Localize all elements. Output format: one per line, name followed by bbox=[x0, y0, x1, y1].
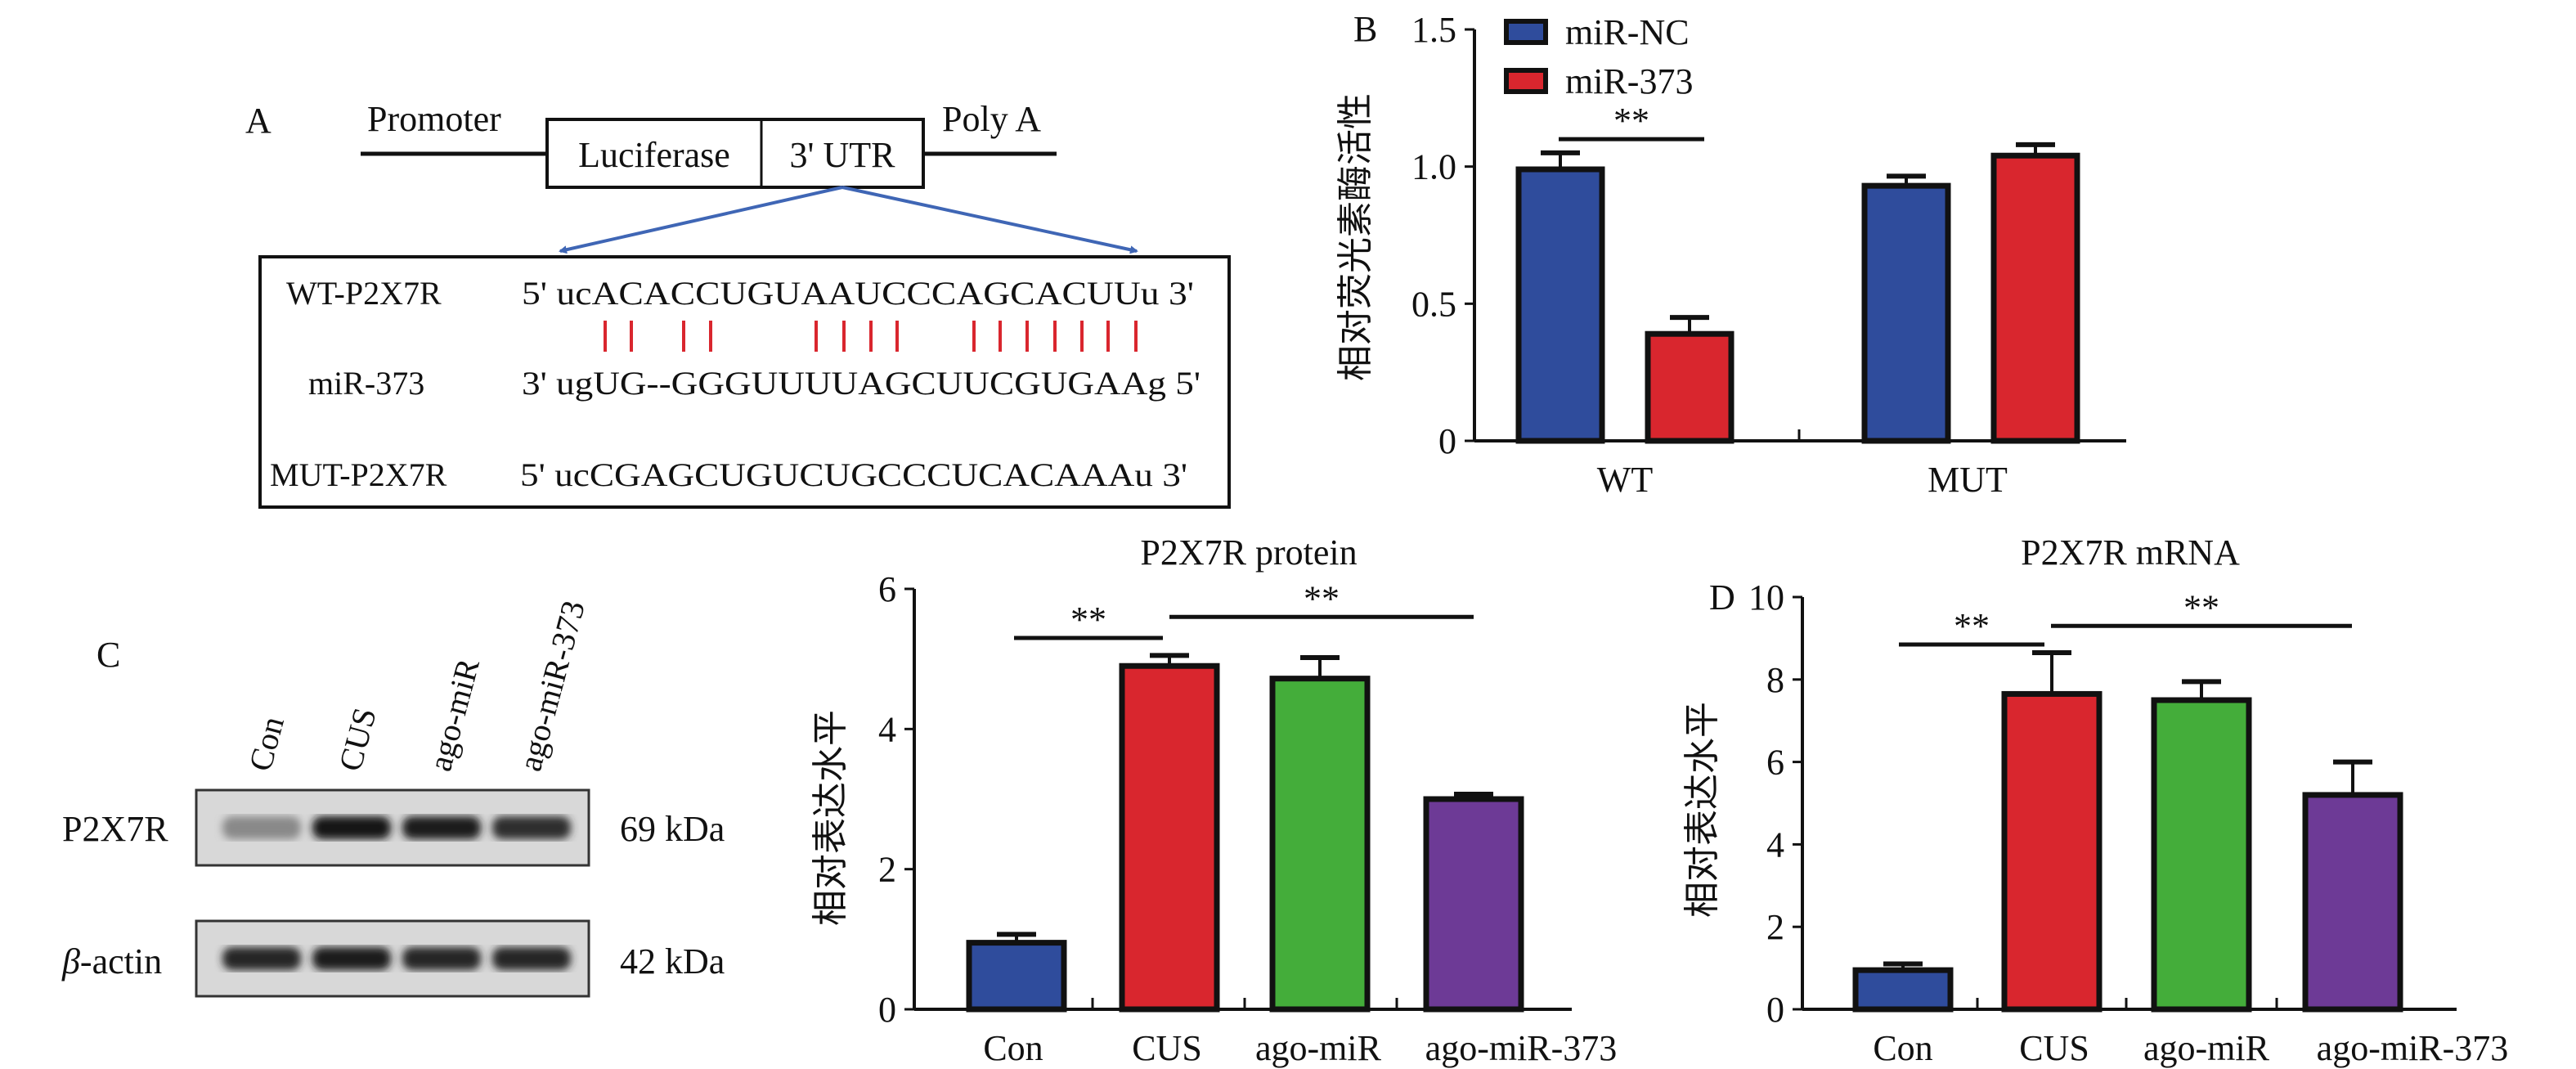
arrow-left-icon bbox=[559, 186, 843, 254]
wt-sequence: 5' ucACACCUGUAAUCCCAGCACUUu 3' bbox=[522, 275, 1194, 312]
panel-label: B bbox=[1353, 9, 1377, 49]
bar bbox=[1990, 152, 2080, 444]
x-tick-label: Con bbox=[983, 1028, 1043, 1068]
x-tick-label: Con bbox=[1873, 1028, 1932, 1068]
lane-labels: Con CUS ago-miR ago-miR-373 bbox=[241, 597, 592, 775]
base-pair-marks bbox=[604, 321, 1138, 352]
legend-swatch bbox=[1504, 68, 1548, 94]
y-tick-label: 6 bbox=[1766, 743, 1784, 783]
bar bbox=[1861, 182, 1951, 444]
x-tick-label: ago-miR bbox=[1255, 1028, 1382, 1068]
y-tick-label: 6 bbox=[878, 569, 896, 609]
beta-symbol: β bbox=[61, 941, 80, 981]
y-tick-label: 0 bbox=[878, 990, 896, 1030]
y-tick-label: 0.5 bbox=[1411, 284, 1456, 324]
significance-label: ** bbox=[1613, 101, 1649, 141]
blot-row-label-actin: β-actin bbox=[61, 941, 162, 981]
significance-label: ** bbox=[2183, 587, 2219, 627]
y-tick-label: 1.0 bbox=[1411, 147, 1456, 187]
significance-label: ** bbox=[1304, 578, 1340, 618]
lane-label: ago-miR bbox=[421, 654, 487, 775]
legend-label: miR-373 bbox=[1565, 61, 1693, 101]
x-tick-label: CUS bbox=[2019, 1028, 2089, 1068]
luciferase-label: Luciferase bbox=[578, 135, 730, 175]
bar bbox=[1852, 967, 1954, 1013]
panel-label-c: C bbox=[96, 635, 120, 675]
lane-label: Con bbox=[241, 712, 291, 775]
y-axis-label: 相对表达水平 bbox=[1681, 702, 1723, 918]
mir-sequence: 3' ugUG--GGGUUUUAGCUUCGUGAAg 5' bbox=[522, 365, 1200, 402]
bar bbox=[1119, 663, 1220, 1013]
y-tick-label: 2 bbox=[1766, 907, 1784, 947]
arrow-right-icon bbox=[841, 186, 1138, 254]
blot-band bbox=[222, 947, 301, 970]
mut-row-label: MUT-P2X7R bbox=[270, 456, 447, 493]
blot-row-label-p2x7r: P2X7R bbox=[62, 809, 168, 849]
bar bbox=[2302, 792, 2403, 1013]
y-tick-label: 4 bbox=[878, 709, 896, 749]
lane-label: ago-miR-373 bbox=[511, 597, 592, 775]
bar bbox=[1515, 166, 1605, 444]
chart-title: P2X7R protein bbox=[1140, 532, 1357, 573]
chart-d-mrna: 0 2 4 6 8 10 Con CUS ago-miR ago-miR-373 ** ** P2X7R… bbox=[1681, 532, 2508, 1068]
promoter-label: Promoter bbox=[367, 99, 501, 139]
y-tick-label: 4 bbox=[1766, 824, 1784, 865]
utr-label: 3' UTR bbox=[790, 135, 896, 175]
y-tick-label: 0 bbox=[1766, 990, 1784, 1030]
x-tick-label: MUT bbox=[1928, 460, 2008, 500]
chart-c-protein: 0 2 4 6 Con CUS ago-miR ago-miR-373 ** ** P2X7R pr… bbox=[810, 532, 1617, 1068]
blot-band bbox=[402, 816, 481, 839]
polya-label: Poly A bbox=[942, 99, 1041, 139]
actin-size-label: 42 kDa bbox=[620, 941, 725, 981]
bar bbox=[1269, 676, 1371, 1013]
mir-row-label: miR-373 bbox=[308, 365, 424, 402]
blot-band bbox=[492, 947, 571, 970]
significance-label: ** bbox=[1954, 606, 1990, 646]
luciferase-utr-box bbox=[545, 118, 925, 189]
legend-label: miR-NC bbox=[1565, 12, 1690, 52]
y-tick-label: 1.5 bbox=[1411, 10, 1456, 50]
chart-b-luciferase: 0 0.5 1.0 1.5 WT MUT ** B 相对荧光素酶活性 miR-NC miR-373 bbox=[1335, 9, 2126, 500]
mut-sequence: 5' ucCGAGCUGUCUGCCCUCACAAAu 3' bbox=[520, 456, 1187, 493]
y-tick-label: 2 bbox=[878, 850, 896, 890]
y-tick-label: 0 bbox=[1438, 421, 1456, 461]
y-tick-label: 8 bbox=[1766, 660, 1784, 700]
actin-name: -actin bbox=[80, 941, 162, 981]
legend-swatch bbox=[1504, 19, 1548, 45]
x-tick-label: ago-miR-373 bbox=[1425, 1028, 1618, 1068]
blot-band bbox=[312, 947, 391, 970]
bar bbox=[1645, 330, 1735, 444]
x-tick-label: ago-miR-373 bbox=[2317, 1028, 2509, 1068]
y-axis-label: 相对表达水平 bbox=[810, 710, 851, 926]
panel-label: D bbox=[1709, 577, 1735, 618]
y-axis-label: 相对荧光素酶活性 bbox=[1335, 93, 1376, 381]
bar bbox=[2001, 690, 2103, 1013]
blot-band bbox=[402, 947, 481, 970]
blot-band bbox=[312, 816, 391, 839]
panel-label-a: A bbox=[245, 101, 272, 141]
y-tick-label: 10 bbox=[1748, 577, 1784, 618]
chart-title: P2X7R mRNA bbox=[2021, 532, 2240, 573]
p2x7r-size-label: 69 kDa bbox=[620, 809, 725, 849]
panel-a-construct-diagram: A Promoter Luciferase 3' UTR Poly A WT-P… bbox=[245, 99, 1231, 509]
blot-band bbox=[492, 816, 571, 839]
significance-label: ** bbox=[1070, 600, 1106, 640]
blot-band bbox=[222, 816, 301, 839]
x-tick-label: ago-miR bbox=[2143, 1028, 2270, 1068]
panel-c-western-blot: C Con CUS ago-miR ago-miR-373 P2X7R β-actin… bbox=[61, 597, 725, 998]
wt-row-label: WT-P2X7R bbox=[286, 275, 442, 312]
bar bbox=[1423, 796, 1524, 1013]
bar bbox=[2151, 697, 2252, 1013]
x-tick-label: CUS bbox=[1132, 1028, 1202, 1068]
blot-rows bbox=[195, 788, 590, 998]
x-tick-label: WT bbox=[1597, 460, 1654, 500]
lane-label: CUS bbox=[331, 704, 384, 775]
sequence-box bbox=[258, 255, 1231, 509]
bar bbox=[966, 940, 1067, 1013]
